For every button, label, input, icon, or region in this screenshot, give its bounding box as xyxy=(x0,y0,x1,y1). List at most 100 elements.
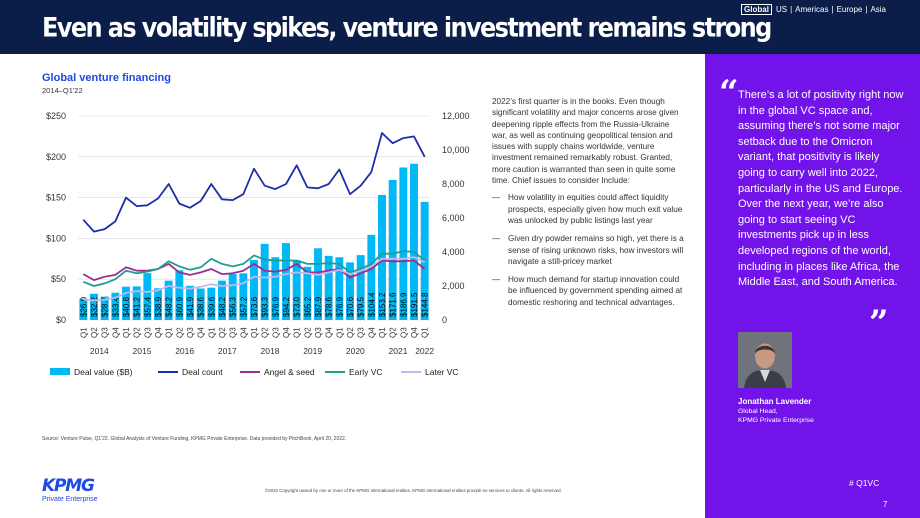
source-note: Source: Venture Pulse, Q1'22. Global Ana… xyxy=(42,436,347,442)
region-separator: | xyxy=(790,5,793,14)
deal-value-bar xyxy=(250,259,258,320)
left-axis-tick: $150 xyxy=(46,193,66,203)
deal-value-bar xyxy=(399,167,408,320)
person-role-line: Global Head, xyxy=(738,408,778,415)
region-link-us[interactable]: US xyxy=(775,5,788,14)
quarter-tick-label: Q1 xyxy=(122,327,131,338)
quarter-tick-label: Q3 xyxy=(357,327,366,338)
bar-value-label: $40.8 xyxy=(122,296,131,317)
quarter-tick-label: Q3 xyxy=(229,327,238,338)
legend-label: Later VC xyxy=(425,367,459,377)
deal-value-bar xyxy=(111,292,120,320)
bar-value-label: $78.6 xyxy=(325,296,334,317)
bar-value-label: $48.2 xyxy=(165,296,174,317)
legend-label: Early VC xyxy=(349,367,383,377)
quarter-tick-label: Q2 xyxy=(175,327,184,338)
series-line-early-vc xyxy=(82,250,426,287)
bar-value-label: $79.5 xyxy=(357,296,366,317)
bar-value-label: $186.9 xyxy=(399,292,408,317)
deal-value-bar xyxy=(314,248,322,320)
deal-value-bar xyxy=(420,201,429,320)
person-role-line: KPMG Private Enterprise xyxy=(738,417,814,424)
quarter-tick-label: Q4 xyxy=(410,327,419,338)
quarter-tick-label: Q4 xyxy=(325,327,334,338)
deal-value-bar xyxy=(324,255,333,320)
person-role: Global Head, KPMG Private Enterprise xyxy=(738,407,814,425)
deal-value-bar xyxy=(388,179,397,320)
year-label: 2015 xyxy=(133,346,152,356)
bar-value-label: $26.0 xyxy=(79,296,88,317)
year-label: 2019 xyxy=(303,346,322,356)
left-axis-tick: $0 xyxy=(56,315,66,325)
right-axis-tick: 6,000 xyxy=(442,213,465,223)
deal-value-bar xyxy=(207,287,216,320)
hashtag: # Q1VC xyxy=(849,478,880,488)
left-axis-tick: $50 xyxy=(51,274,66,284)
quarter-tick-label: Q1 xyxy=(335,327,344,338)
bar-value-label: $60.9 xyxy=(175,296,184,317)
quarter-tick-label: Q4 xyxy=(197,327,206,338)
region-link-americas[interactable]: Americas xyxy=(795,5,829,14)
left-axis-tick: $250 xyxy=(46,111,66,121)
deal-value-bar xyxy=(239,273,248,320)
quarter-tick-label: Q1 xyxy=(378,327,387,338)
bar-value-label: $171.6 xyxy=(389,292,398,317)
region-link-asia[interactable]: Asia xyxy=(870,5,886,14)
open-quote-icon: “ xyxy=(719,73,739,113)
deal-value-bar xyxy=(143,273,152,320)
region-link-global[interactable]: Global xyxy=(741,4,772,15)
bar-value-label: $48.2 xyxy=(218,296,227,317)
region-separator: | xyxy=(831,5,834,14)
bar-value-label: $87.9 xyxy=(314,296,323,317)
logo-wordmark: KPMG xyxy=(42,476,95,496)
bar-value-label: $38.9 xyxy=(154,296,163,317)
region-nav: Global US | Americas | Europe | Asia xyxy=(741,4,886,15)
right-axis-tick: 8,000 xyxy=(442,179,465,189)
dash-bullet: — xyxy=(492,275,501,285)
bar-value-label: $41.2 xyxy=(133,296,142,317)
quarter-tick-label: Q3 xyxy=(314,327,323,338)
deal-value-bar xyxy=(346,262,354,320)
deal-value-bar xyxy=(228,274,237,320)
quarter-tick-label: Q1 xyxy=(207,327,216,338)
deal-value-bar xyxy=(175,270,184,320)
page-title: Even as volatility spikes, venture inves… xyxy=(42,12,772,44)
portrait-photo xyxy=(738,332,792,388)
deal-value-bar xyxy=(132,286,141,320)
region-separator: | xyxy=(865,5,868,14)
deal-value-bar xyxy=(303,266,312,320)
bar-value-label: $144.8 xyxy=(421,292,430,317)
deal-value-bar xyxy=(100,296,109,320)
quarter-tick-label: Q3 xyxy=(186,327,195,338)
dash-bullet: — xyxy=(492,234,501,244)
quarter-tick-label: Q1 xyxy=(79,327,88,338)
quarter-tick-label: Q1 xyxy=(165,327,174,338)
quarter-tick-label: Q1 xyxy=(293,327,302,338)
issue-text: How volatility in equities could affect … xyxy=(508,193,683,225)
deal-value-bar xyxy=(410,163,418,320)
quarter-tick-label: Q2 xyxy=(389,327,398,338)
issue-item: — How volatility in equities could affect… xyxy=(492,192,684,226)
quarter-tick-label: Q2 xyxy=(218,327,227,338)
bar-value-label: $56.3 xyxy=(229,296,238,317)
deal-value-bar xyxy=(154,288,162,320)
quarter-tick-label: Q3 xyxy=(271,327,280,338)
deal-value-bar xyxy=(186,285,194,320)
issue-text: How much demand for startup innovation c… xyxy=(508,275,683,307)
chart-title: Global venture financing xyxy=(42,72,171,84)
series-line-later-vc xyxy=(83,256,426,302)
bar-value-label: $76.9 xyxy=(335,296,344,317)
deal-value-bar xyxy=(196,288,205,320)
header-bar: Even as volatility spikes, venture inves… xyxy=(0,0,920,54)
issue-item: — Given dry powder remains so high, yet t… xyxy=(492,233,684,267)
logo-subtitle: Private Enterprise xyxy=(42,496,98,503)
bar-value-label: $28.7 xyxy=(101,296,110,317)
kpmg-logo: KPMG Private Enterprise xyxy=(42,476,98,504)
copyright-note: ©2022 Copyright owned by one or more of … xyxy=(265,488,562,493)
deal-value-bar xyxy=(260,243,269,320)
deal-value-bar xyxy=(356,255,365,320)
year-label: 2020 xyxy=(346,346,365,356)
region-link-europe[interactable]: Europe xyxy=(836,5,863,14)
bar-value-label: $76.9 xyxy=(271,296,280,317)
